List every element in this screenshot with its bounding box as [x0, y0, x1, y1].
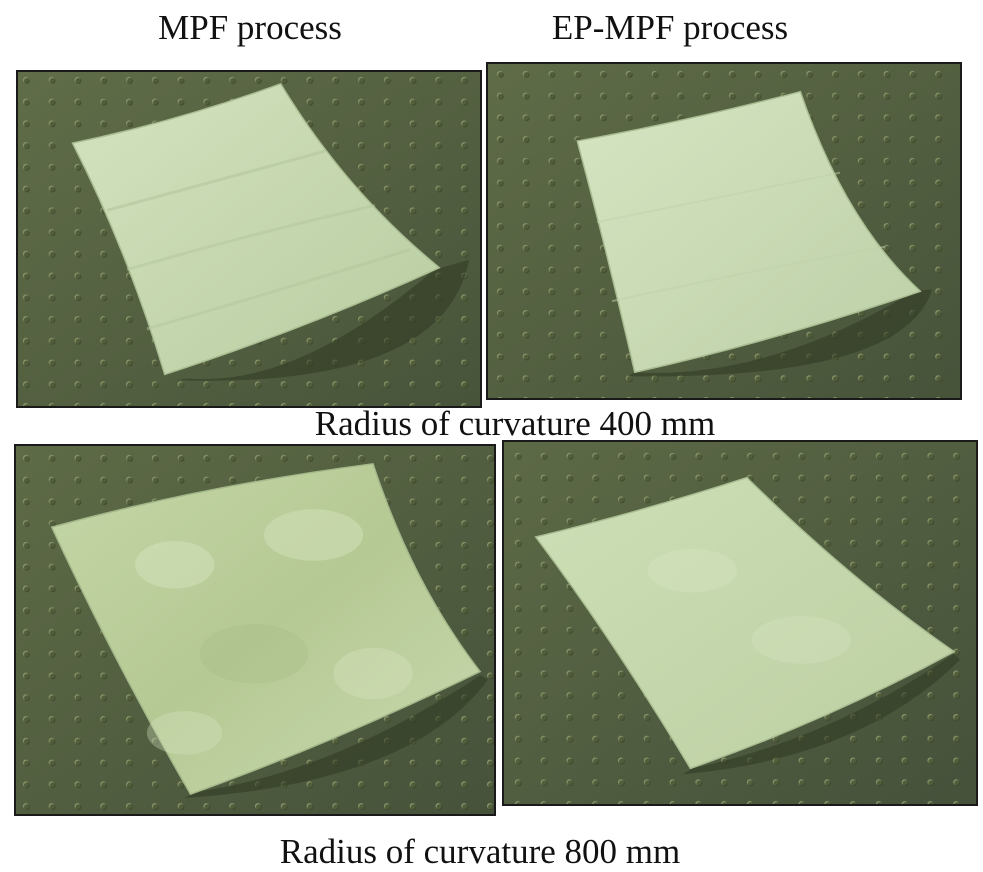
column-heading-ep-mpf: EP-MPF process — [551, 8, 789, 47]
row-caption-400: Radius of curvature 400 mm — [314, 404, 716, 443]
row-caption-800: Radius of curvature 800 mm — [279, 832, 681, 871]
photo-ep-mpf-400 — [486, 62, 962, 400]
column-heading-mpf: MPF process — [158, 8, 342, 47]
photo-mpf-800 — [14, 444, 496, 816]
photo-ep-mpf-800 — [502, 440, 978, 806]
photo-mpf-400 — [16, 70, 482, 408]
